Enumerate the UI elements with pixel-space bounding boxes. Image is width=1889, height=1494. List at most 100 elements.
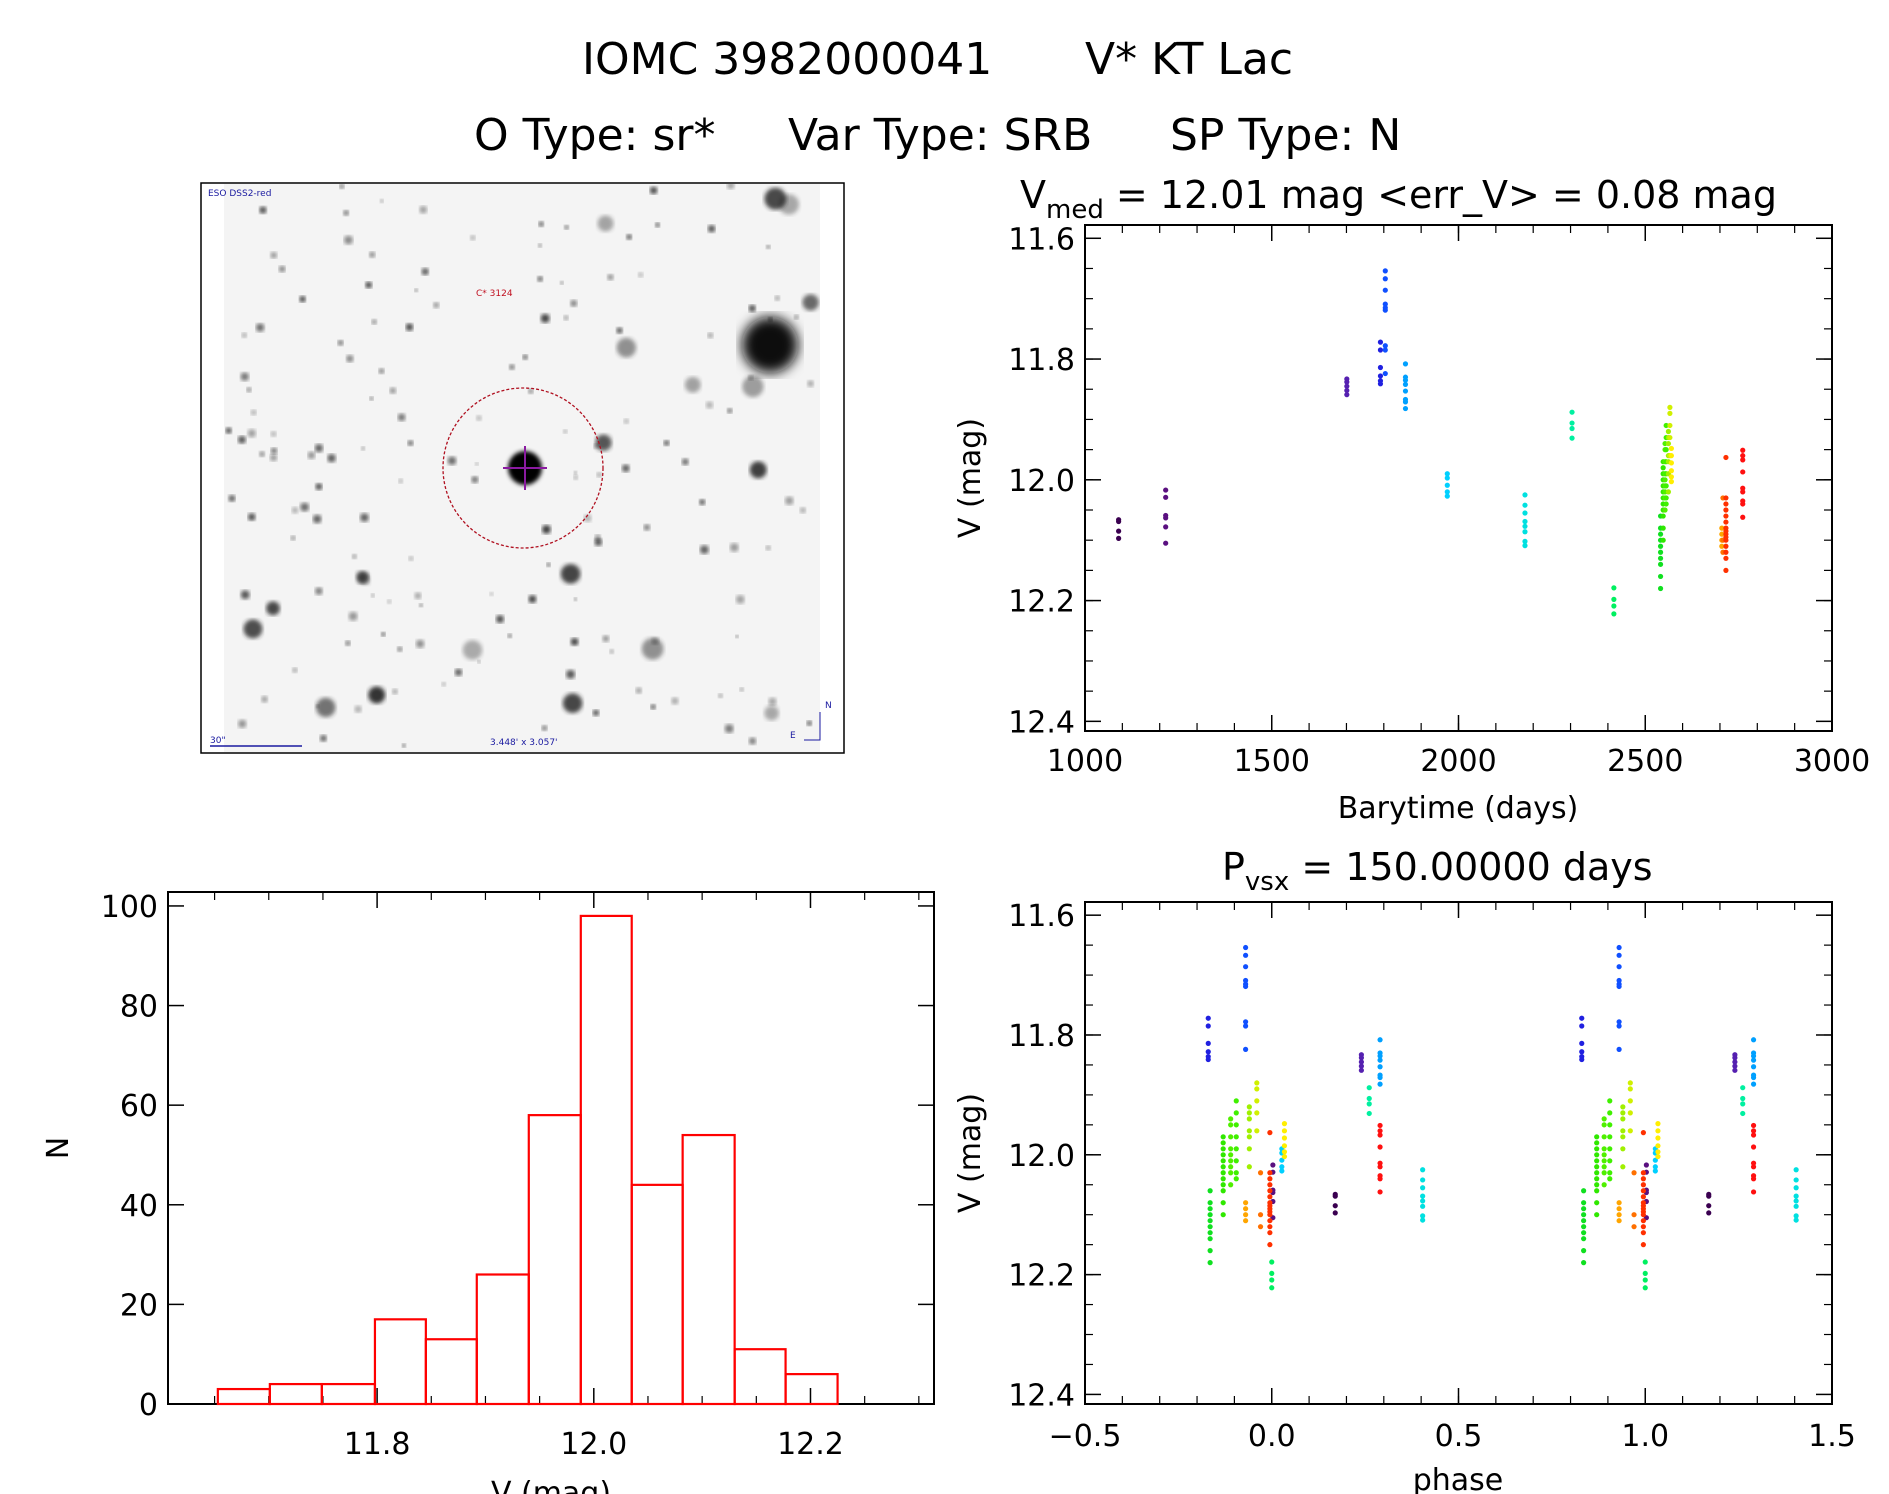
star [623,418,629,424]
star [602,635,610,642]
star [471,476,479,484]
lightcurve-point [1719,543,1725,549]
phased-point [1243,1046,1249,1052]
phased-point [1642,1259,1648,1265]
phased-point [1269,1270,1275,1277]
star [707,225,716,233]
phased-point [1420,1177,1426,1183]
phased-point [1243,964,1249,970]
phased-point [1246,1134,1252,1140]
phased-point [1207,1236,1213,1242]
phased-point [1620,1104,1626,1110]
phased-point [1640,1170,1646,1176]
star [573,597,577,601]
lightcurve-point [1663,501,1669,507]
phased-point [1627,1098,1633,1104]
lightcurve-point [1522,502,1528,508]
phased-point [1220,1164,1226,1170]
phased-point [1366,1101,1372,1107]
phased-point [1594,1170,1600,1176]
lightcurve-point [1723,519,1729,525]
histogram-ylabel: N [41,1137,76,1159]
lightcurve-point [1657,549,1664,555]
star [541,725,548,731]
y-tick-label: 80 [120,990,158,1025]
phased-point [1750,1122,1757,1129]
star [247,429,256,438]
star [622,464,630,473]
x-tick-label: 12.0 [560,1427,627,1462]
plot-frame [167,891,935,1405]
phased-point [1601,1164,1607,1170]
phased-point [1642,1270,1648,1277]
lightcurve-point [1344,387,1350,394]
lightcurve-point [1377,373,1384,379]
x-tick-label: 1500 [1234,744,1310,779]
star [344,235,353,245]
star [314,444,324,453]
star [290,535,296,541]
phased-point [1643,1162,1649,1168]
star [292,667,298,673]
phased-point [1594,1164,1600,1170]
lightcurve-point [1344,379,1350,385]
star [705,401,714,409]
phased-point [1793,1177,1799,1183]
star [240,372,249,381]
phased-point [1616,1212,1622,1218]
phased-point [1220,1170,1226,1176]
lightcurve-point [1657,561,1664,567]
phased-point [1706,1203,1712,1209]
star [489,592,494,596]
phased-point [1220,1176,1226,1182]
star [651,637,659,645]
field-size-label: 3.448' x 3.057' [490,738,558,748]
star [401,743,406,748]
star [408,556,414,561]
plot-frame [1084,224,1833,732]
scale-bar-label: 30" [210,736,226,746]
star [380,199,384,203]
lightcurve-point [1723,513,1729,519]
phased-point [1655,1143,1661,1149]
phased-point [1631,1212,1637,1218]
phased-point [1655,1128,1661,1134]
phased-point [1233,1098,1239,1104]
lightcurve-point [1382,347,1388,353]
phased-point [1627,1080,1633,1086]
phased-point [1207,1218,1213,1224]
phased-point [1267,1170,1273,1176]
lightcurve-point [1663,447,1669,453]
phased-point [1228,1158,1234,1164]
star [573,471,577,475]
lightcurve-point [1665,440,1672,447]
phased-point [1655,1149,1661,1155]
y-tick-label: 11.8 [1008,1019,1075,1054]
phased-point [1640,1194,1646,1200]
phased-point [1366,1110,1372,1117]
phased-point [1750,1144,1757,1150]
star [650,704,656,710]
histogram-bar [630,1183,684,1406]
star [378,368,385,374]
lightcurve-point [1522,510,1528,516]
star [343,210,349,216]
phased-point [1220,1188,1226,1194]
phased-point [1793,1185,1799,1191]
histogram-bar [216,1387,271,1406]
lightcurve-point [1382,268,1388,274]
star [768,697,777,706]
lightcurve-point [1740,514,1746,520]
phased-point [1257,1212,1264,1218]
phased-point [1579,1023,1585,1029]
phased-point [1620,1146,1626,1152]
star [250,409,257,416]
star [509,364,515,370]
lightcurve-point [1382,370,1388,377]
phased-point [1246,1104,1252,1110]
star [360,513,369,522]
y-tick-label: 11.8 [1008,343,1075,378]
phased-point [1750,1160,1757,1166]
phased-point [1228,1122,1234,1128]
phased-point [1601,1182,1607,1188]
